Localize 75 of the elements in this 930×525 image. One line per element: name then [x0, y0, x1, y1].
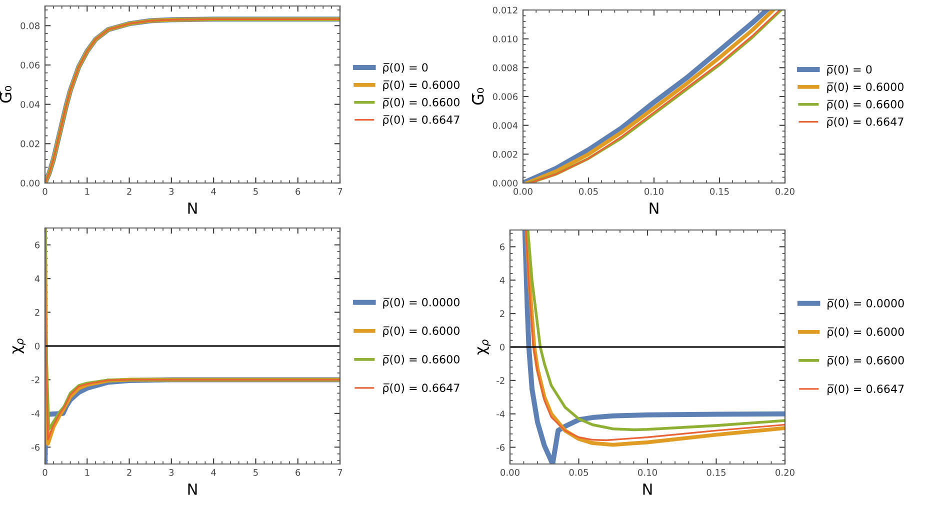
y-tick-label: 0 — [500, 344, 505, 351]
y-tick-label: 4 — [500, 276, 505, 284]
y-tick-label: -6 — [32, 444, 40, 451]
y-tick-label: 0.010 — [492, 36, 518, 42]
y-tick-label: 0.02 — [20, 140, 40, 148]
x-tick-label: 4 — [211, 469, 216, 476]
y-tick-label: 0.002 — [492, 150, 518, 158]
x-tick-label: 4 — [211, 188, 216, 195]
y-tick-label: 0.000 — [492, 180, 518, 187]
x-tick-label: 1 — [85, 188, 90, 195]
x-tick-label: 3 — [169, 469, 174, 476]
x-tick-label: 0.20 — [776, 188, 794, 195]
y-tick-label: 4 — [34, 275, 40, 282]
x-tick-label: 0.05 — [579, 188, 598, 195]
y-axis-title: G̅₀ — [0, 86, 12, 103]
legend-label: ρ̅(0) = 0.6000 — [827, 82, 904, 94]
y-tick-label: -2 — [32, 376, 40, 384]
y-axis-title: χ$_{ρ}$ — [12, 338, 26, 354]
y-tick-label: 6 — [500, 243, 505, 250]
x-tick-label: 6 — [296, 188, 300, 195]
y-tick-label: 0 — [34, 342, 40, 350]
legend-label: ρ̅(0) = 0.6600 — [383, 98, 460, 109]
x-tick-label: 0.10 — [638, 469, 657, 476]
x-tick-label: 0.00 — [514, 188, 532, 195]
legend-label: ρ̅(0) = 0.6600 — [827, 100, 904, 111]
legend-label: ρ̅(0) = 0.6647 — [383, 383, 460, 394]
x-tick-label: 2 — [127, 188, 132, 195]
y-tick-label: 0.04 — [20, 101, 40, 108]
legend-label: ρ̅(0) = 0.6647 — [827, 117, 904, 128]
y-tick-label: -6 — [496, 444, 505, 451]
y-tick-label: 0.006 — [492, 93, 518, 100]
x-tick-label: 0.15 — [710, 188, 729, 195]
x-tick-label: 0.10 — [644, 188, 664, 195]
x-tick-label: 1 — [85, 469, 90, 476]
legend-label: ρ̅(0) = 0.6600 — [383, 354, 460, 366]
legend-label: ρ̅(0) = 0.6600 — [828, 356, 904, 367]
legend-label: ρ̅(0) = 0 — [383, 63, 428, 74]
y-axis-title: G̅₀ — [472, 88, 484, 105]
x-axis-title: N — [188, 484, 197, 495]
legend-label: ρ̅(0) = 0.6000 — [383, 326, 460, 338]
x-tick-label: 0.05 — [569, 469, 588, 476]
y-tick-label: 0.012 — [492, 6, 518, 14]
legend-label: ρ̅(0) = 0 — [827, 65, 872, 76]
x-tick-label: 2 — [127, 469, 132, 476]
legend-label: ρ̅(0) = 0.6000 — [828, 327, 904, 338]
y-tick-label: -2 — [496, 377, 504, 384]
legend-label: ρ̅(0) = 0.0000 — [383, 298, 460, 309]
x-tick-label: 5 — [254, 188, 258, 195]
y-tick-label: 0.08 — [20, 22, 40, 30]
x-axis-title: N — [643, 484, 652, 495]
y-tick-label: 6 — [35, 242, 40, 248]
x-tick-label: 6 — [296, 469, 300, 476]
legend-label: ρ̅(0) = 0.0000 — [828, 298, 904, 310]
legend-label: ρ̅(0) = 0.6000 — [383, 80, 460, 92]
y-tick-label: 0.00 — [20, 180, 40, 187]
x-tick-label: 3 — [169, 188, 174, 195]
x-tick-label: 0.15 — [706, 469, 726, 476]
y-tick-label: 2 — [35, 309, 40, 316]
legend-label: ρ̅(0) = 0.6647 — [383, 115, 460, 126]
x-tick-label: 0 — [42, 188, 48, 195]
y-tick-label: -4 — [496, 410, 505, 418]
y-tick-label: -4 — [32, 410, 40, 417]
x-tick-label: 7 — [338, 188, 342, 195]
x-tick-label: 0 — [42, 469, 48, 476]
x-tick-label: 0.20 — [776, 469, 794, 476]
x-axis-title: N — [650, 202, 658, 214]
x-tick-label: 5 — [254, 469, 258, 476]
legend-label: ρ̅(0) = 0.6647 — [828, 384, 904, 396]
y-tick-label: 0.004 — [492, 122, 518, 129]
x-axis-title: N — [188, 202, 197, 214]
y-tick-label: 0.008 — [492, 64, 518, 72]
y-axis-title: χ$_{ρ}$ — [477, 340, 491, 355]
y-tick-label: 0.06 — [20, 62, 40, 69]
y-tick-label: 2 — [500, 310, 504, 317]
x-tick-label: 7 — [338, 469, 342, 476]
